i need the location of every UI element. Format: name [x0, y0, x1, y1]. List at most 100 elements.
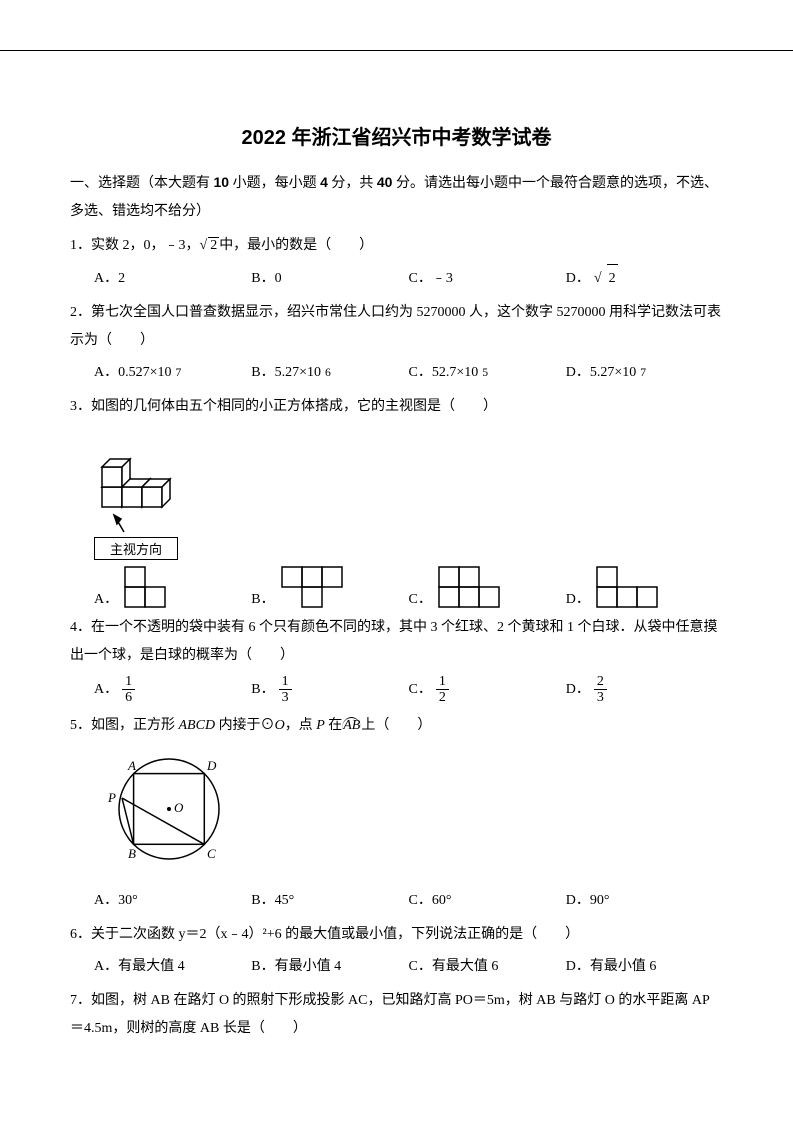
front-view-d-icon: [596, 566, 668, 608]
q5-opt-c: C．60°: [409, 887, 566, 915]
q3-options: A． B． C． D．: [70, 566, 723, 608]
q5-figure: A D B C P O: [70, 744, 723, 885]
opt-label: A．2: [94, 265, 125, 293]
question-3: 3．如图的几何体由五个相同的小正方体搭成，它的主视图是（ ）: [70, 393, 723, 421]
view-direction-caption: 主视方向: [94, 537, 178, 560]
math-var: P: [316, 718, 325, 733]
q3-opt-d: D．: [566, 566, 723, 608]
q2-opt-d: D．5.27×107: [566, 359, 723, 387]
front-view-c-icon: [438, 566, 510, 608]
q2-opt-b: B．5.27×106: [251, 359, 408, 387]
superscript: 6: [325, 361, 331, 384]
sec-bold: 40: [377, 174, 393, 190]
opt-label: C．: [409, 588, 432, 608]
q5-text: 5．如图，正方形: [70, 718, 179, 733]
q5-opt-a: A．30°: [94, 887, 251, 915]
q6-opt-c: C．有最大值 6: [409, 953, 566, 981]
numerator: 1: [279, 674, 292, 690]
circle-square-figure-icon: A D B C P O: [94, 744, 244, 874]
exam-title: 2022 年浙江省绍兴市中考数学试卷: [70, 121, 723, 150]
q5-opt-d: D．90°: [566, 887, 723, 915]
sec-bold: 10: [214, 174, 230, 190]
superscript: 5: [482, 361, 488, 384]
question-4: 4．在一个不透明的袋中装有 6 个只有颜色不同的球，其中 3 个红球、2 个黄球…: [70, 614, 723, 670]
q2-stem: 2．第七次全国人口普查数据显示，绍兴市常住人口约为 5270000 人，这个数字…: [70, 305, 721, 348]
sec-text: 小题，每小题: [229, 176, 320, 191]
label-B: B: [128, 846, 136, 861]
sqrt-icon: [594, 265, 602, 293]
opt-label: B．45°: [251, 887, 294, 915]
q3-main-figure: 主视方向: [70, 427, 723, 560]
label-A: A: [127, 758, 136, 773]
q6-options: A．有最大值 4 B．有最小值 4 C．有最大值 6 D．有最小值 6: [70, 953, 723, 981]
sec-text: 一、选择题（本大题有: [70, 176, 214, 191]
opt-label: D．: [566, 676, 590, 704]
opt-label: A．: [94, 588, 118, 608]
numerator: 1: [436, 674, 449, 690]
opt-label: C．有最大值 6: [409, 953, 499, 981]
q2-opt-a: A．0.527×107: [94, 359, 251, 387]
section-1-header: 一、选择题（本大题有 10 小题，每小题 4 分，共 40 分。请选出每小题中一…: [70, 168, 723, 226]
q5-text: 上（ ）: [361, 718, 431, 733]
front-view-b-icon: [281, 566, 353, 608]
q1-options: A．2 B．0 C．﹣3 D．2: [70, 264, 723, 293]
q1-opt-d: D．2: [566, 264, 723, 293]
opt-label: B．: [251, 588, 274, 608]
q1-stem: 中，最小的数是（ ）: [219, 238, 373, 253]
opt-label: D．90°: [566, 887, 610, 915]
math-var: AB: [343, 718, 360, 733]
denominator: 6: [122, 690, 135, 705]
opt-label: C．52.7×10: [409, 359, 479, 387]
center-point: [167, 807, 171, 811]
q4-stem: 4．在一个不透明的袋中装有 6 个只有颜色不同的球，其中 3 个红球、2 个黄球…: [70, 620, 718, 663]
opt-label: A．: [94, 676, 118, 704]
q5-opt-b: B．45°: [251, 887, 408, 915]
q5-text: ，点: [285, 718, 317, 733]
fraction: 12: [436, 674, 449, 706]
q6-opt-a: A．有最大值 4: [94, 953, 251, 981]
front-view-a-icon: [124, 566, 184, 608]
question-7: 7．如图，树 AB 在路灯 O 的照射下形成投影 AC，已知路灯高 PO＝5m，…: [70, 987, 723, 1043]
q6-opt-b: B．有最小值 4: [251, 953, 408, 981]
fraction: 23: [594, 674, 607, 706]
opt-label: D．有最小值 6: [566, 953, 657, 981]
opt-label: C．: [409, 676, 432, 704]
q1-stem: 1．实数 2，0，﹣3，: [70, 238, 200, 253]
opt-label: B．: [251, 676, 274, 704]
exam-page: 2022 年浙江省绍兴市中考数学试卷 一、选择题（本大题有 10 小题，每小题 …: [0, 50, 793, 1087]
q1-opt-c: C．﹣3: [409, 264, 566, 293]
sec-bold: 4: [320, 174, 328, 190]
q4-options: A． 1 6 B． 1 3 C．12 D．23: [70, 674, 723, 706]
opt-label: B．5.27×10: [251, 359, 321, 387]
opt-label: A．有最大值 4: [94, 953, 185, 981]
q2-opt-c: C．52.7×105: [409, 359, 566, 387]
question-2: 2．第七次全国人口普查数据显示，绍兴市常住人口约为 5270000 人，这个数字…: [70, 299, 723, 355]
superscript: 7: [640, 361, 646, 384]
q5-text: 内接于⊙: [215, 718, 275, 733]
opt-label: D．5.27×10: [566, 359, 637, 387]
label-C: C: [207, 846, 216, 861]
q3-opt-b: B．: [251, 566, 408, 608]
numerator: 2: [594, 674, 607, 690]
sqrt-icon: [200, 238, 208, 253]
q6-opt-d: D．有最小值 6: [566, 953, 723, 981]
math-var: O: [275, 718, 285, 733]
question-1: 1．实数 2，0，﹣3， 2中，最小的数是（ ）: [70, 232, 723, 260]
sqrt-value: 2: [208, 237, 219, 253]
cube-figure-icon: [94, 427, 194, 537]
q4-opt-b: B．13: [251, 674, 408, 706]
superscript: 7: [176, 361, 182, 384]
opt-label: B．有最小值 4: [251, 953, 341, 981]
q3-opt-a: A．: [94, 566, 251, 608]
q1-opt-a: A．2: [94, 264, 251, 293]
denominator: 3: [594, 690, 607, 705]
question-6: 6．关于二次函数 y＝2（x﹣4）²+6 的最大值或最小值，下列说法正确的是（ …: [70, 921, 723, 949]
opt-label: B．0: [251, 265, 281, 293]
opt-label: C．﹣3: [409, 265, 453, 293]
q4-opt-d: D．23: [566, 674, 723, 706]
sqrt-value: 2: [607, 264, 618, 293]
q1-opt-b: B．0: [251, 264, 408, 293]
q5-options: A．30° B．45° C．60° D．90°: [70, 887, 723, 915]
q3-stem: 3．如图的几何体由五个相同的小正方体搭成，它的主视图是（ ）: [70, 399, 497, 414]
opt-label: A．30°: [94, 887, 138, 915]
